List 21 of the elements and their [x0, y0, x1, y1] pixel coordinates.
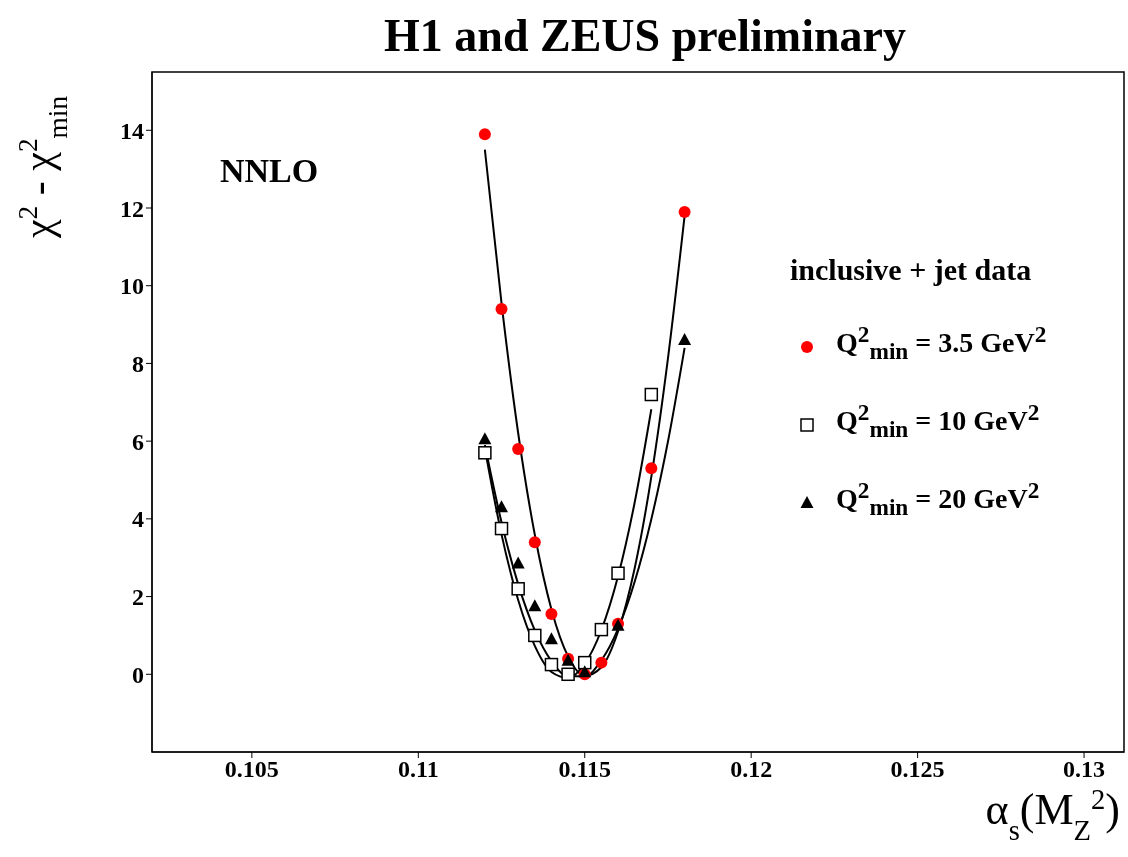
annotation: NNLO	[220, 152, 319, 189]
legend-label: Q$^{2}$$_{min}$ = 3.5 GeV$^{2}$	[836, 321, 1047, 364]
y-tick-label: 12	[120, 195, 144, 222]
x-tick-label: 0.105	[224, 756, 279, 783]
x-tick-label: 0.12	[730, 756, 773, 783]
legend-label: Q$^{2}$$_{min}$ = 10 GeV$^{2}$	[836, 398, 1040, 442]
y-tick-label: 0	[132, 661, 144, 688]
x-axis-title: α$_{s}$(M$_{Z}$$^{2}$)	[985, 783, 1120, 846]
legend-label: Q$^{2}$$_{min}$ = 20 GeV$^{2}$	[836, 476, 1040, 520]
y-tick-label: 8	[132, 350, 144, 377]
y-tick-label: 2	[132, 584, 144, 611]
y-tick-label: 10	[120, 273, 144, 300]
x-tick-label: 0.125	[890, 756, 945, 783]
y-tick-label: 6	[132, 428, 144, 455]
x-tick-label: 0.115	[558, 756, 612, 783]
y-tick-label: 4	[132, 506, 144, 533]
chart-title: H1 and ZEUS preliminary	[383, 9, 907, 63]
legend-title: inclusive + jet data	[790, 253, 1033, 287]
x-tick-label: 0.11	[397, 756, 439, 783]
y-tick-label: 14	[120, 117, 144, 144]
x-tick-label: 0.13	[1063, 756, 1106, 783]
